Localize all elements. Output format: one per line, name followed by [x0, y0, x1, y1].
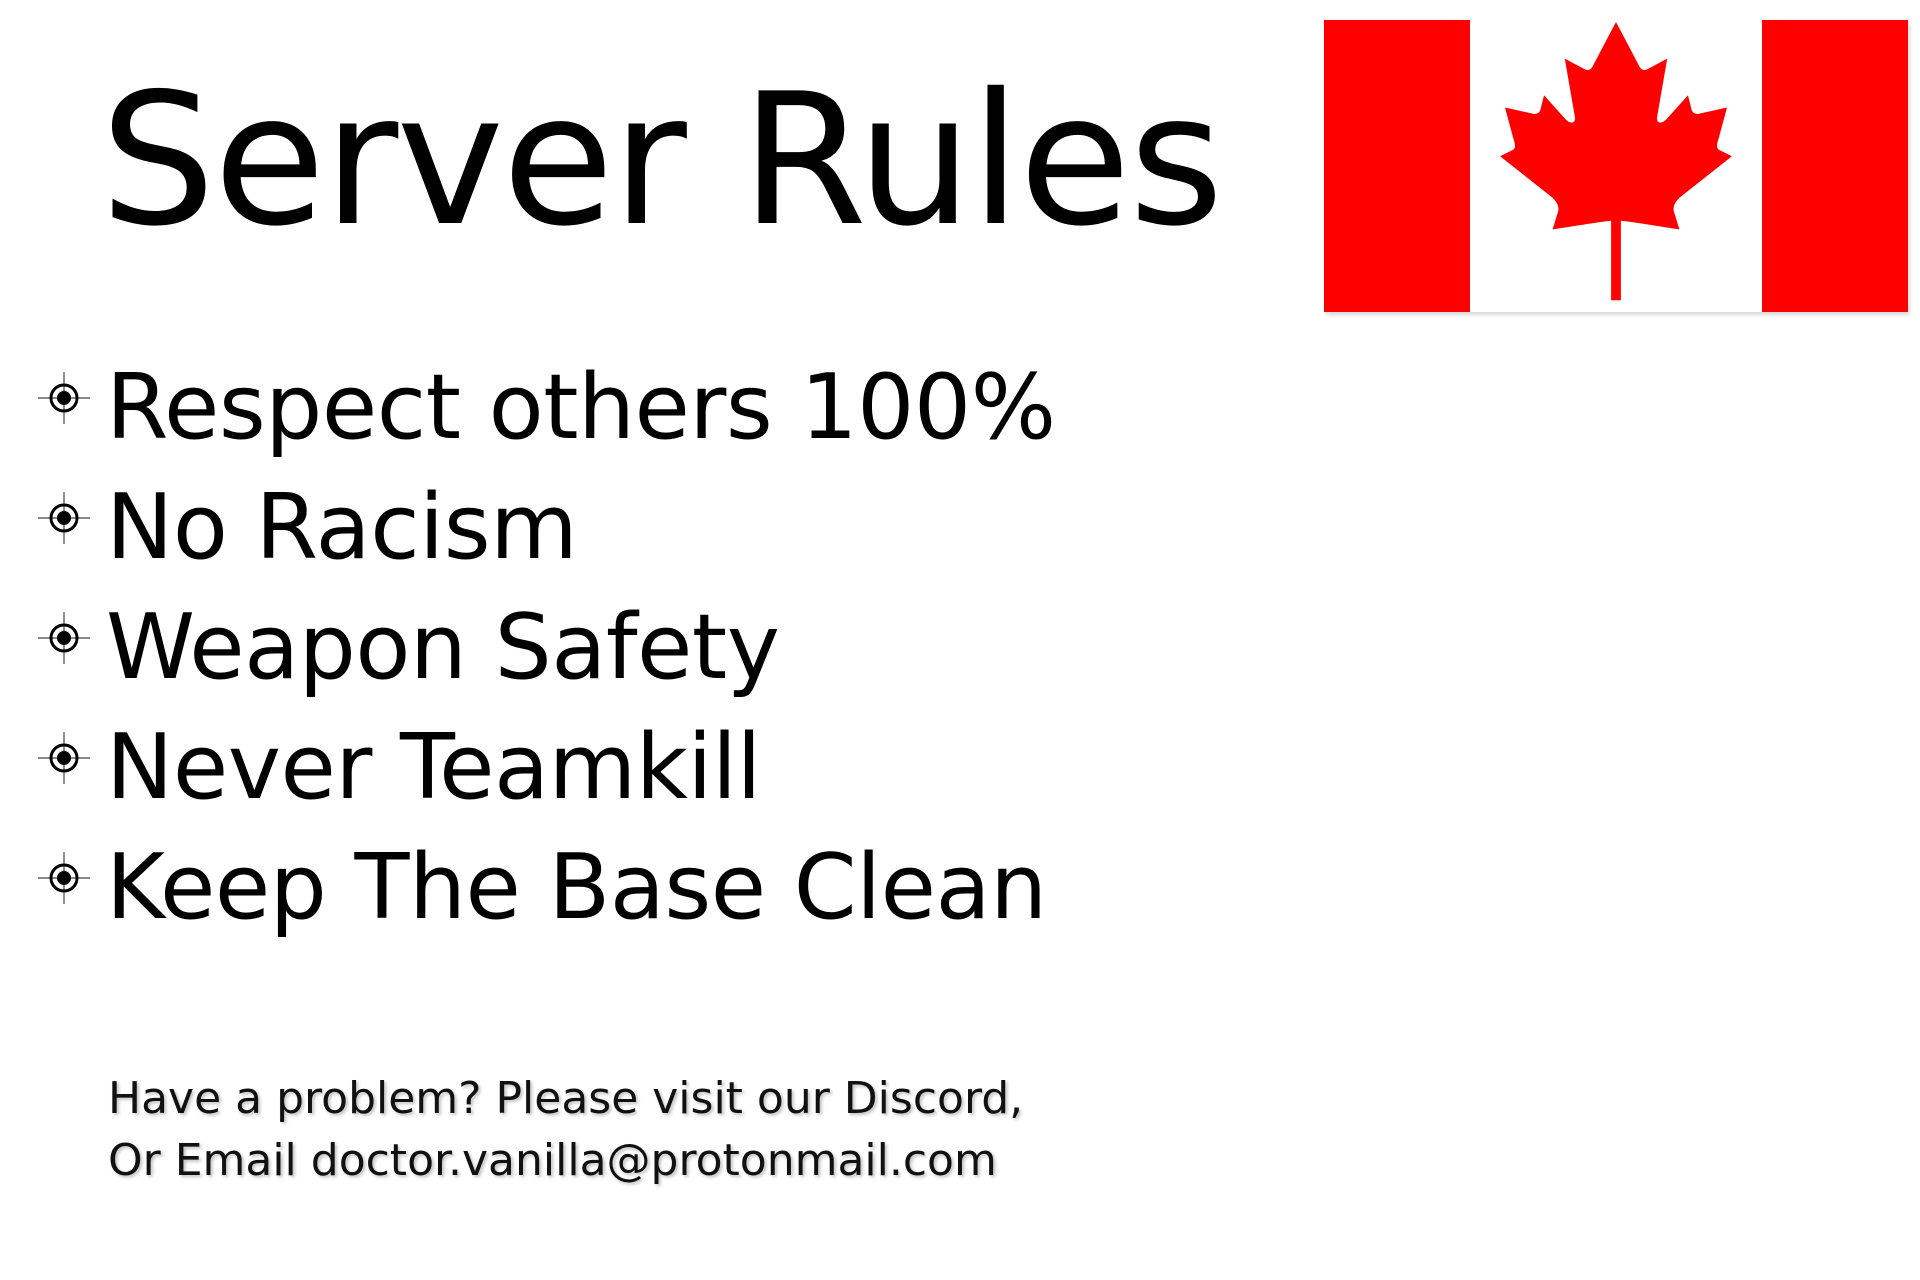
- rule-text: Never Teamkill: [106, 715, 761, 820]
- crosshair-icon: [38, 372, 90, 424]
- page-title: Server Rules: [100, 54, 1224, 266]
- rule-text: Keep The Base Clean: [106, 835, 1047, 940]
- rule-text: Weapon Safety: [106, 595, 780, 700]
- crosshair-icon: [38, 612, 90, 664]
- crosshair-icon: [38, 492, 90, 544]
- canada-flag-icon: [1324, 20, 1908, 312]
- footer-discord-line: Have a problem? Please visit our Discord…: [108, 1073, 1024, 1124]
- crosshair-icon: [38, 852, 90, 904]
- rule-text: No Racism: [106, 475, 578, 580]
- crosshair-icon: [38, 732, 90, 784]
- rule-text: Respect others 100%: [106, 355, 1056, 460]
- contact-footer: Have a problem? Please visit our Discord…: [108, 1068, 1023, 1192]
- footer-email-line: Or Email doctor.vanilla@protonmail.com: [108, 1135, 997, 1186]
